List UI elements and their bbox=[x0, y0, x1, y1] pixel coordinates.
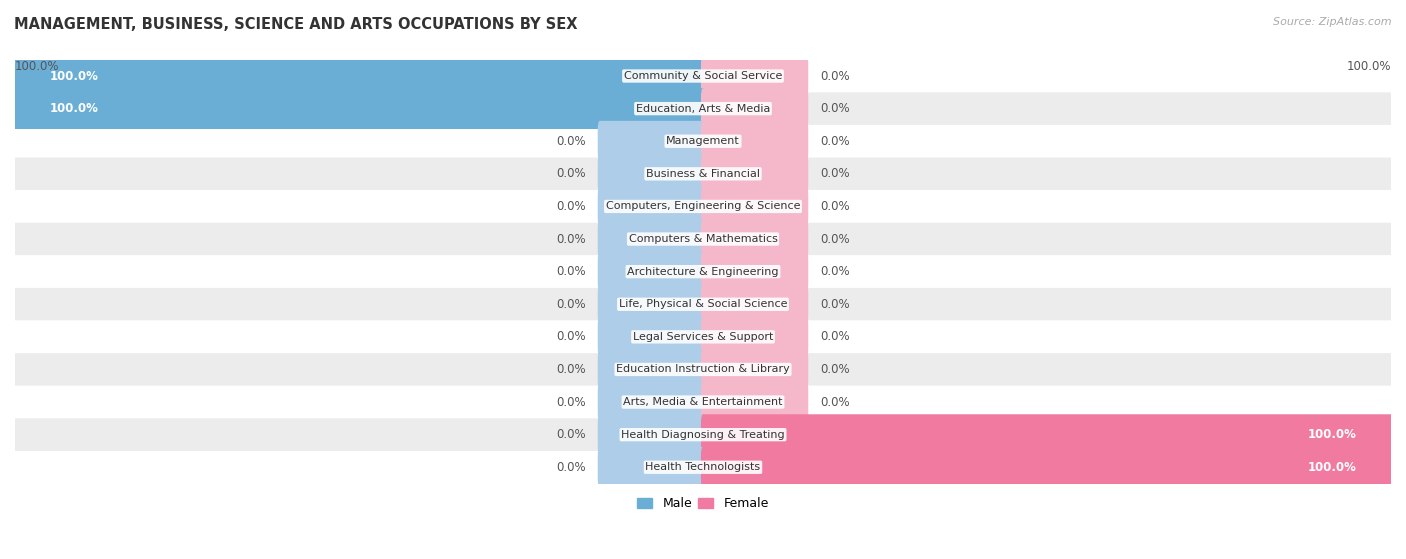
FancyBboxPatch shape bbox=[15, 386, 1391, 418]
Text: Health Technologists: Health Technologists bbox=[645, 462, 761, 472]
FancyBboxPatch shape bbox=[15, 92, 1391, 125]
FancyBboxPatch shape bbox=[598, 219, 704, 259]
Text: 0.0%: 0.0% bbox=[557, 363, 586, 376]
FancyBboxPatch shape bbox=[598, 316, 704, 357]
Text: 0.0%: 0.0% bbox=[557, 428, 586, 441]
Text: MANAGEMENT, BUSINESS, SCIENCE AND ARTS OCCUPATIONS BY SEX: MANAGEMENT, BUSINESS, SCIENCE AND ARTS O… bbox=[14, 17, 578, 32]
FancyBboxPatch shape bbox=[15, 158, 1391, 190]
Text: 0.0%: 0.0% bbox=[820, 102, 849, 115]
FancyBboxPatch shape bbox=[15, 353, 1391, 386]
Text: 0.0%: 0.0% bbox=[557, 461, 586, 474]
FancyBboxPatch shape bbox=[702, 88, 808, 129]
Text: 0.0%: 0.0% bbox=[820, 233, 849, 245]
FancyBboxPatch shape bbox=[13, 56, 704, 96]
Text: Life, Physical & Social Science: Life, Physical & Social Science bbox=[619, 299, 787, 309]
Text: 0.0%: 0.0% bbox=[820, 167, 849, 181]
Text: 100.0%: 100.0% bbox=[1347, 60, 1391, 73]
Text: 0.0%: 0.0% bbox=[820, 135, 849, 148]
FancyBboxPatch shape bbox=[13, 88, 704, 129]
Text: Management: Management bbox=[666, 136, 740, 146]
FancyBboxPatch shape bbox=[702, 186, 808, 227]
Text: 100.0%: 100.0% bbox=[15, 60, 59, 73]
FancyBboxPatch shape bbox=[15, 418, 1391, 451]
Text: 100.0%: 100.0% bbox=[49, 69, 98, 83]
Text: 0.0%: 0.0% bbox=[820, 298, 849, 311]
Text: 0.0%: 0.0% bbox=[820, 396, 849, 409]
FancyBboxPatch shape bbox=[598, 186, 704, 227]
Text: 0.0%: 0.0% bbox=[820, 265, 849, 278]
FancyBboxPatch shape bbox=[15, 125, 1391, 158]
Text: 0.0%: 0.0% bbox=[557, 200, 586, 213]
Text: Education, Arts & Media: Education, Arts & Media bbox=[636, 103, 770, 113]
FancyBboxPatch shape bbox=[702, 447, 1393, 487]
FancyBboxPatch shape bbox=[15, 451, 1391, 484]
Text: 0.0%: 0.0% bbox=[557, 265, 586, 278]
FancyBboxPatch shape bbox=[598, 382, 704, 423]
Text: Architecture & Engineering: Architecture & Engineering bbox=[627, 267, 779, 277]
Text: 0.0%: 0.0% bbox=[557, 330, 586, 343]
FancyBboxPatch shape bbox=[702, 56, 808, 96]
Text: Business & Financial: Business & Financial bbox=[645, 169, 761, 179]
FancyBboxPatch shape bbox=[702, 284, 808, 325]
Text: 100.0%: 100.0% bbox=[1308, 461, 1357, 474]
Text: 100.0%: 100.0% bbox=[1308, 428, 1357, 441]
FancyBboxPatch shape bbox=[598, 349, 704, 390]
FancyBboxPatch shape bbox=[702, 251, 808, 292]
FancyBboxPatch shape bbox=[598, 154, 704, 194]
FancyBboxPatch shape bbox=[15, 60, 1391, 92]
Text: Legal Services & Support: Legal Services & Support bbox=[633, 332, 773, 342]
Text: Community & Social Service: Community & Social Service bbox=[624, 71, 782, 81]
Text: 0.0%: 0.0% bbox=[820, 363, 849, 376]
Text: Health Diagnosing & Treating: Health Diagnosing & Treating bbox=[621, 430, 785, 440]
FancyBboxPatch shape bbox=[702, 414, 1393, 455]
FancyBboxPatch shape bbox=[15, 190, 1391, 222]
FancyBboxPatch shape bbox=[702, 316, 808, 357]
Text: 0.0%: 0.0% bbox=[557, 396, 586, 409]
FancyBboxPatch shape bbox=[598, 251, 704, 292]
Text: 0.0%: 0.0% bbox=[820, 69, 849, 83]
FancyBboxPatch shape bbox=[702, 349, 808, 390]
Text: Source: ZipAtlas.com: Source: ZipAtlas.com bbox=[1274, 17, 1392, 27]
Text: Computers & Mathematics: Computers & Mathematics bbox=[628, 234, 778, 244]
FancyBboxPatch shape bbox=[702, 382, 808, 423]
FancyBboxPatch shape bbox=[598, 284, 704, 325]
Text: 0.0%: 0.0% bbox=[557, 167, 586, 181]
FancyBboxPatch shape bbox=[598, 447, 704, 487]
Text: 0.0%: 0.0% bbox=[557, 233, 586, 245]
Text: 0.0%: 0.0% bbox=[820, 200, 849, 213]
FancyBboxPatch shape bbox=[702, 219, 808, 259]
FancyBboxPatch shape bbox=[15, 222, 1391, 255]
Legend: Male, Female: Male, Female bbox=[633, 492, 773, 515]
FancyBboxPatch shape bbox=[15, 320, 1391, 353]
FancyBboxPatch shape bbox=[15, 255, 1391, 288]
Text: 100.0%: 100.0% bbox=[49, 102, 98, 115]
Text: Computers, Engineering & Science: Computers, Engineering & Science bbox=[606, 201, 800, 211]
FancyBboxPatch shape bbox=[598, 121, 704, 162]
Text: Education Instruction & Library: Education Instruction & Library bbox=[616, 364, 790, 375]
Text: Arts, Media & Entertainment: Arts, Media & Entertainment bbox=[623, 397, 783, 407]
Text: 0.0%: 0.0% bbox=[557, 298, 586, 311]
FancyBboxPatch shape bbox=[598, 414, 704, 455]
Text: 0.0%: 0.0% bbox=[820, 330, 849, 343]
Text: 0.0%: 0.0% bbox=[557, 135, 586, 148]
FancyBboxPatch shape bbox=[702, 154, 808, 194]
FancyBboxPatch shape bbox=[702, 121, 808, 162]
FancyBboxPatch shape bbox=[15, 288, 1391, 320]
